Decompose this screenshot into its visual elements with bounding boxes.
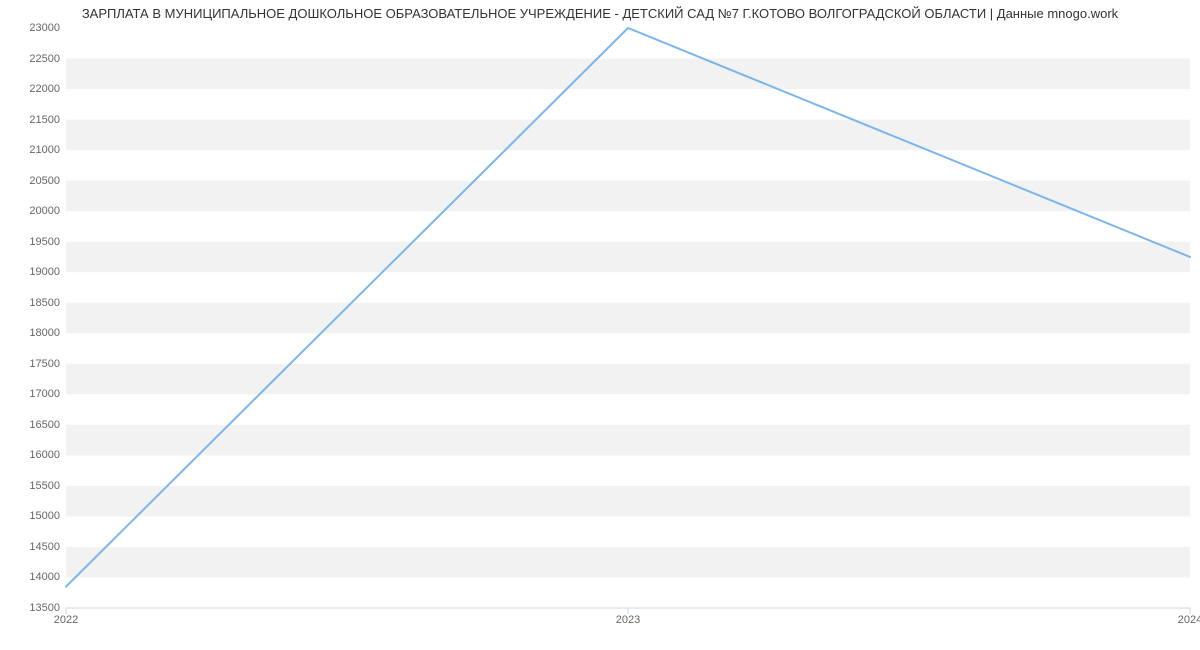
y-tick-label: 18500 (10, 297, 60, 309)
y-tick-label: 19500 (10, 236, 60, 248)
y-tick-label: 23000 (10, 22, 60, 34)
y-tick-label: 21000 (10, 144, 60, 156)
y-tick-label: 21500 (10, 114, 60, 126)
grid-band (66, 547, 1190, 578)
y-tick-label: 15500 (10, 480, 60, 492)
y-tick-label: 15000 (10, 510, 60, 522)
grid-band (66, 486, 1190, 517)
y-tick-label: 17500 (10, 358, 60, 370)
y-tick-label: 18000 (10, 327, 60, 339)
chart-svg (66, 28, 1190, 608)
y-tick-label: 13500 (10, 602, 60, 614)
x-tick-label: 2022 (54, 614, 78, 626)
grid-band (66, 59, 1190, 90)
grid-band (66, 303, 1190, 334)
y-tick-label: 16000 (10, 449, 60, 461)
chart-title: ЗАРПЛАТА В МУНИЦИПАЛЬНОЕ ДОШКОЛЬНОЕ ОБРА… (0, 6, 1200, 21)
y-tick-label: 20000 (10, 205, 60, 217)
y-tick-label: 22000 (10, 83, 60, 95)
y-tick-label: 20500 (10, 175, 60, 187)
y-tick-label: 17000 (10, 388, 60, 400)
grid-band (66, 242, 1190, 273)
plot-area (66, 28, 1190, 608)
grid-band (66, 425, 1190, 456)
y-tick-label: 16500 (10, 419, 60, 431)
y-tick-label: 19000 (10, 266, 60, 278)
grid-band (66, 181, 1190, 212)
y-tick-label: 14000 (10, 571, 60, 583)
x-tick-label: 2024 (1178, 614, 1200, 626)
y-tick-label: 14500 (10, 541, 60, 553)
grid-band (66, 120, 1190, 151)
x-tick-label: 2023 (616, 614, 640, 626)
y-tick-label: 22500 (10, 53, 60, 65)
grid-band (66, 364, 1190, 395)
